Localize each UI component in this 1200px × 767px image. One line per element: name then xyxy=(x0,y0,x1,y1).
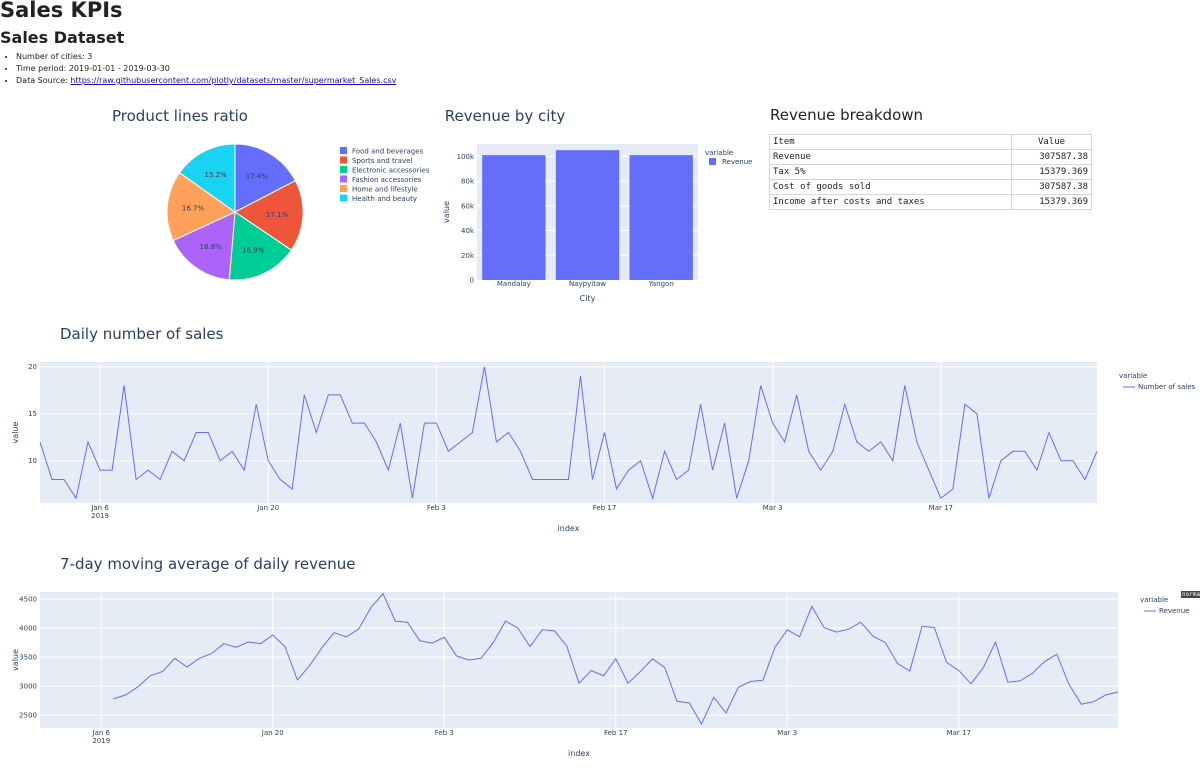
bar-chart-title: Revenue by city xyxy=(445,107,566,125)
x-tick-label: Feb 17 xyxy=(604,729,628,737)
page-title: Sales KPIs xyxy=(0,0,123,22)
dataset-subtitle: Sales Dataset xyxy=(0,28,125,47)
legend-label: Fashion accessories xyxy=(352,176,422,184)
y-tick-label: 10 xyxy=(28,457,37,465)
legend-swatch xyxy=(340,185,347,192)
x-tick-label: Feb 3 xyxy=(427,504,446,512)
x-tick-label: Yangon xyxy=(648,280,674,288)
legend-label: Revenue xyxy=(722,158,753,166)
pie-slice xyxy=(228,211,293,281)
y-tick-label: 3000 xyxy=(19,683,37,691)
series-line xyxy=(113,592,1119,725)
pie-slice xyxy=(234,143,297,213)
legend-label: Electronic accessories xyxy=(352,167,430,175)
legend-label: Home and lifestyle xyxy=(352,186,418,194)
daily-sales-chart-title: Daily number of sales xyxy=(60,325,224,343)
revenue-ma-chart-title: 7-day moving average of daily revenue xyxy=(60,555,355,573)
x-tick-year: 2019 xyxy=(91,512,109,520)
pie-chart: Product lines ratio 17.4% 17.1% 16.9% 16.8% 1… xyxy=(112,107,430,281)
legend-title: variable xyxy=(1140,596,1168,604)
table-row: Income after costs and taxes 15379.369 xyxy=(769,194,1092,210)
bar xyxy=(629,155,693,280)
x-tick-label: Mar 3 xyxy=(763,504,783,512)
y-tick-label: 80k xyxy=(461,178,475,186)
x-tick-label: Mar 3 xyxy=(777,729,797,737)
x-tick-label: Mar 17 xyxy=(947,729,971,737)
legend-label: Revenue xyxy=(1159,607,1190,615)
legend-swatch xyxy=(709,158,716,165)
legend-swatch xyxy=(340,147,347,154)
legend-title: variable xyxy=(1119,372,1147,380)
revenue-ma-chart: 7-day moving average of daily revenue 250… xyxy=(11,555,1190,758)
pie-slice-label: 16.7% xyxy=(182,205,205,213)
pie-slice xyxy=(166,171,236,242)
y-tick-label: 4500 xyxy=(19,595,37,603)
y-tick-label: 15 xyxy=(28,410,37,418)
y-axis-label: value xyxy=(11,422,20,444)
y-tick-label: 20 xyxy=(28,363,37,371)
bar xyxy=(555,150,620,280)
x-tick-label: Feb 17 xyxy=(593,504,617,512)
table-header-row: Item Value xyxy=(769,134,1092,150)
y-tick-label: 20k xyxy=(461,252,475,260)
info-cities: Number of cities: 3 xyxy=(16,51,396,63)
data-source-link[interactable]: https://raw.githubusercontent.com/plotly… xyxy=(70,76,397,85)
series-line xyxy=(39,366,1098,501)
pie-slice-label: 17.4% xyxy=(246,172,269,180)
y-axis-label: value xyxy=(11,649,20,671)
legend-label: Sports and travel xyxy=(352,157,412,165)
pie-slice-label: 17.1% xyxy=(266,211,289,219)
revenue-breakdown-title: Revenue breakdown xyxy=(770,106,924,124)
x-tick-label: Jan 6 xyxy=(92,729,111,737)
x-tick-label: Naypyitaw xyxy=(569,280,606,288)
pie-slice xyxy=(234,180,304,251)
legend-label: Number of sales xyxy=(1138,383,1196,391)
x-axis-label: index xyxy=(558,524,580,533)
dataset-info-list: Number of cities: 3 Time period: 2019-01… xyxy=(0,51,396,87)
x-tick-label: Mar 17 xyxy=(929,504,953,512)
table-cell-value: 15379.369 xyxy=(1011,194,1092,210)
x-tick-label: Jan 6 xyxy=(90,504,109,512)
legend-label: Food and beverages xyxy=(352,148,424,156)
legend-swatch xyxy=(340,194,347,202)
x-axis-label: City xyxy=(580,294,596,303)
y-axis-label: value xyxy=(442,201,451,223)
y-tick-label: 40k xyxy=(461,227,475,235)
daily-sales-chart: Daily number of sales 10 15 20 Jan 6 Jan 20 Fe… xyxy=(11,325,1196,533)
hover-tooltip-tag: normal xyxy=(1181,591,1200,598)
info-data-source: Data Source: https://raw.githubuserconte… xyxy=(16,75,396,87)
pie-slice-label: 16.8% xyxy=(200,243,223,251)
pie-slice-label: 16.9% xyxy=(242,247,265,255)
legend-swatch xyxy=(340,156,347,164)
x-tick-year: 2019 xyxy=(92,737,110,745)
legend-swatch xyxy=(340,166,347,173)
y-tick-label: 2500 xyxy=(19,712,37,720)
pie-slice xyxy=(178,143,236,213)
info-time-period: Time period: 2019-01-01 - 2019-03-30 xyxy=(16,63,396,75)
legend-title: variable xyxy=(705,149,733,157)
bar xyxy=(482,155,546,280)
bar-chart: Revenue by city 0 20k 40k 60k 80k 100k Mandalay… xyxy=(442,107,753,303)
y-tick-label: 3500 xyxy=(19,654,37,662)
legend-swatch xyxy=(340,175,347,183)
y-tick-label: 4000 xyxy=(19,625,37,633)
pie-slice xyxy=(172,211,236,281)
x-tick-label: Jan 20 xyxy=(261,729,284,737)
x-tick-label: Feb 3 xyxy=(435,729,454,737)
x-axis-label: index xyxy=(568,749,590,758)
pie-slice-label: 15.2% xyxy=(205,171,228,179)
data-source-label: Data Source: xyxy=(16,76,71,85)
y-tick-label: 0 xyxy=(470,277,474,285)
table-row: Tax 5% 15379.369 xyxy=(769,164,1092,180)
x-tick-label: Mandalay xyxy=(497,280,531,288)
x-tick-label: Jan 20 xyxy=(256,504,279,512)
y-tick-label: 60k xyxy=(461,202,475,210)
plot-background xyxy=(40,592,1118,728)
pie-chart-title: Product lines ratio xyxy=(112,107,248,125)
legend-label: Health and beauty xyxy=(352,195,417,203)
y-tick-label: 100k xyxy=(457,153,475,161)
revenue-breakdown-table: Item Value Revenue 307587.38 Tax 5% 1537… xyxy=(769,134,1092,210)
